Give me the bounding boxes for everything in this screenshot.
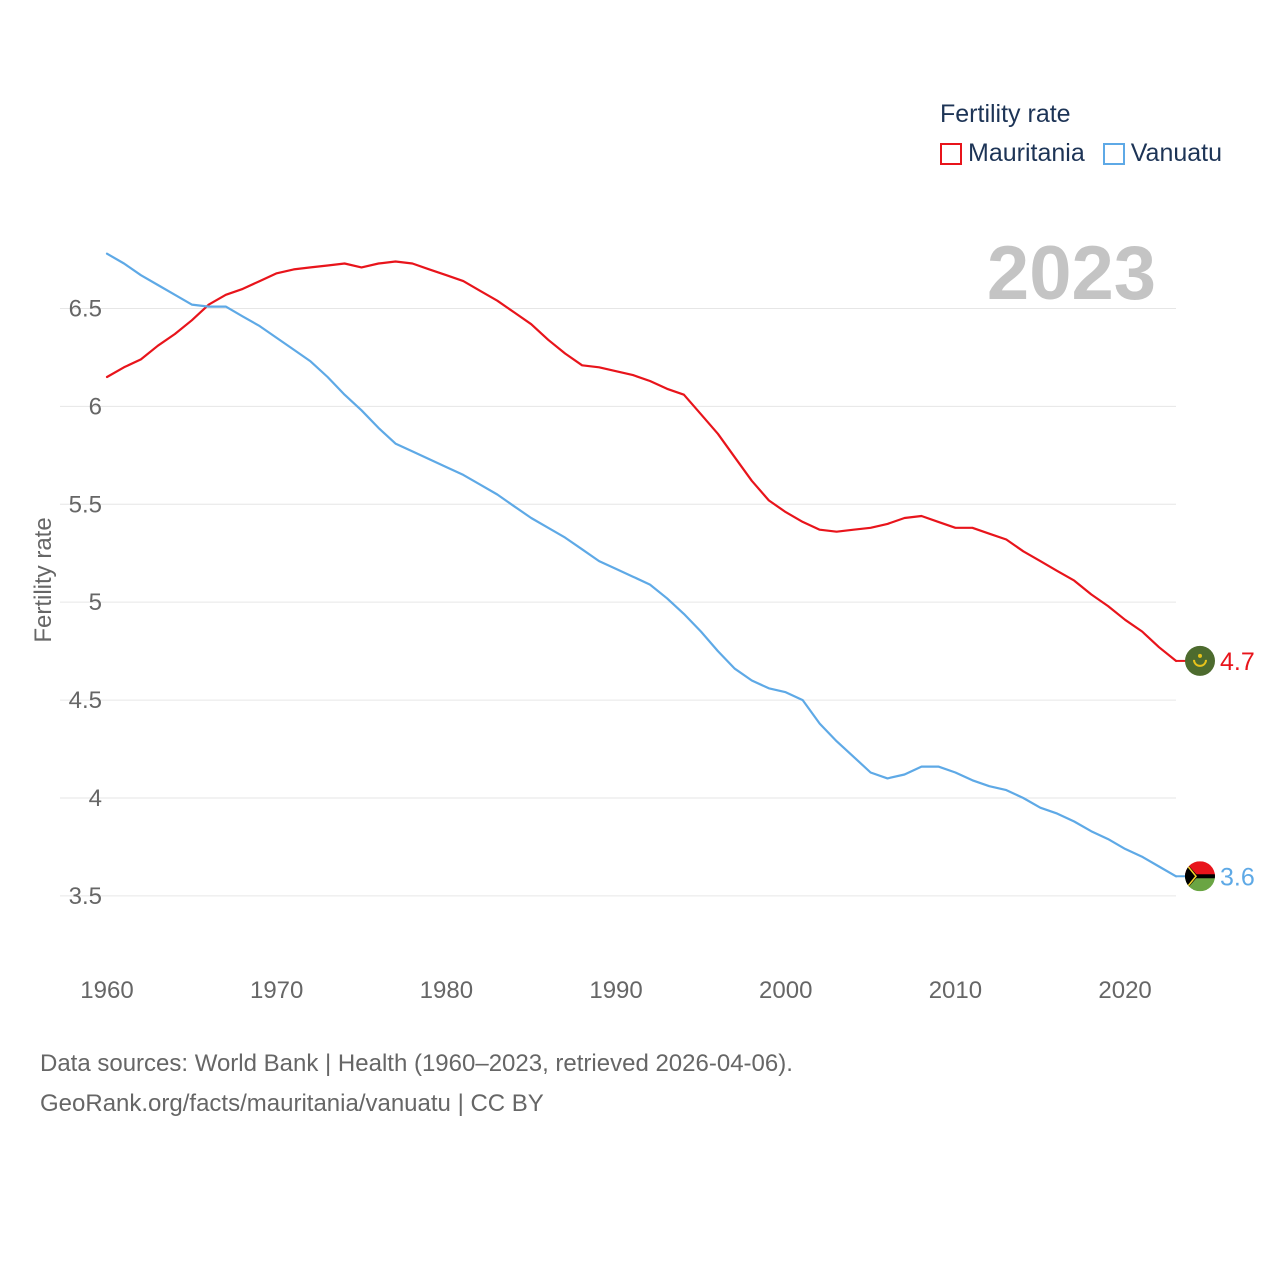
x-tick-label: 2010 [929, 977, 982, 1004]
series-line-mauritania[interactable] [105, 260, 1178, 662]
legend-item-vanuatu[interactable]: Vanuatu [1102, 139, 1223, 168]
legend-item-mauritania[interactable]: Mauritania [940, 139, 1085, 168]
y-tick-label: 6.5 [69, 296, 102, 323]
x-axis-ticks: 1960 1970 1980 1990 2000 2010 2020 [80, 977, 1151, 1004]
crescent-shape [1193, 659, 1207, 667]
year-label: 2023 [986, 231, 1156, 316]
legend-label: Vanuatu [1130, 139, 1223, 167]
x-tick-label: 1980 [420, 977, 473, 1004]
end-value-label-vanuatu: 3.6 [1220, 863, 1255, 891]
x-tick-label: 2020 [1098, 977, 1151, 1004]
legend-label: Mauritania [968, 139, 1085, 167]
legend-swatch-vanuatu [1102, 142, 1125, 165]
x-tick-label: 1960 [80, 977, 133, 1004]
y-tick-label: 4.5 [69, 687, 102, 714]
y-tick-label: 5.5 [69, 491, 102, 518]
x-tick-label: 1990 [589, 977, 642, 1004]
y-tick-label: 3.5 [69, 883, 102, 910]
series-lines [105, 252, 1178, 878]
end-markers: 4.7 3.6 [1176, 645, 1255, 892]
legend-title: Fertility rate [940, 100, 1071, 128]
gridlines [60, 308, 1176, 897]
series-line-vanuatu[interactable] [105, 252, 1178, 878]
x-tick-label: 1970 [250, 977, 303, 1004]
flag-icon-mauritania [1185, 645, 1215, 676]
y-axis-ticks: 3.5 4 4.5 5 5.5 6 6.5 [69, 296, 102, 910]
y-axis-label: Fertility rate [30, 517, 57, 642]
data-source-text: Data sources: World Bank | Health (1960–… [40, 1050, 793, 1077]
attribution-link[interactable]: GeoRank.org/facts/mauritania/vanuatu | C… [40, 1090, 544, 1117]
y-tick-label: 5 [89, 589, 102, 616]
flag-disc [1185, 645, 1215, 676]
flag-black-stripe [1185, 874, 1215, 879]
flag-icon-vanuatu [1185, 861, 1215, 892]
y-tick-label: 6 [89, 393, 102, 420]
footer: Data sources: World Bank | Health (1960–… [40, 1044, 793, 1124]
x-tick-label: 2000 [759, 977, 812, 1004]
legend: Fertility rate Mauritania Vanuatu [940, 100, 1222, 168]
y-tick-label: 4 [89, 785, 102, 812]
flag-body [1185, 861, 1215, 892]
end-value-label-mauritania: 4.7 [1220, 648, 1255, 676]
flag-yellow-y [1186, 864, 1197, 888]
star-shape [1198, 653, 1202, 658]
flag-triangle [1185, 861, 1198, 892]
legend-swatch-mauritania [940, 142, 962, 165]
